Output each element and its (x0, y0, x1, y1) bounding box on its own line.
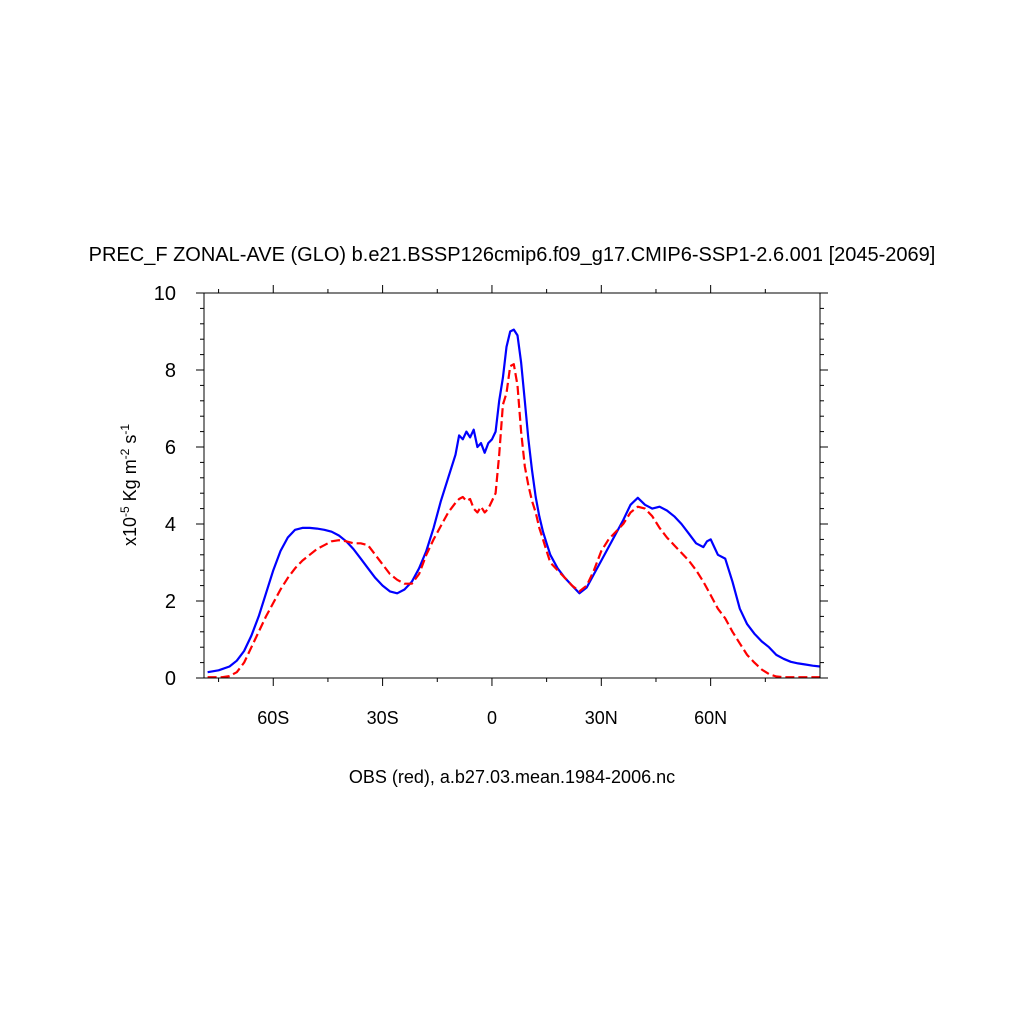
y-tick-label: 10 (154, 283, 176, 305)
y-tick-label: 6 (165, 437, 176, 459)
obs-series-line (207, 363, 820, 679)
x-tick-label: 60S (257, 708, 289, 728)
plot-lines (207, 328, 821, 679)
y-tick-label: 8 (165, 360, 176, 382)
y-tick-label: 2 (165, 591, 176, 613)
x-tick-labels: 60S 30S 0 30N 60N (257, 708, 727, 728)
x-tick-label: 30N (585, 708, 618, 728)
x-tick-label: 60N (694, 708, 727, 728)
x-tick-label: 0 (487, 708, 497, 728)
axis-ticks (196, 285, 828, 686)
y-tick-labels: 0 2 4 6 8 10 (154, 283, 176, 690)
y-tick-label: 4 (165, 514, 176, 536)
x-tick-label: 30S (367, 708, 399, 728)
y-tick-label: 0 (165, 668, 176, 690)
plot-frame (203, 292, 821, 679)
y-axis-label: x10-5 Kg m-2 s-1 (118, 424, 140, 546)
x-axis-label: OBS (red), a.b27.03.mean.1984-2006.nc (349, 767, 675, 787)
chart-title: PREC_F ZONAL-AVE (GLO) b.e21.BSSP126cmip… (89, 244, 936, 266)
model-series-line (207, 328, 821, 674)
